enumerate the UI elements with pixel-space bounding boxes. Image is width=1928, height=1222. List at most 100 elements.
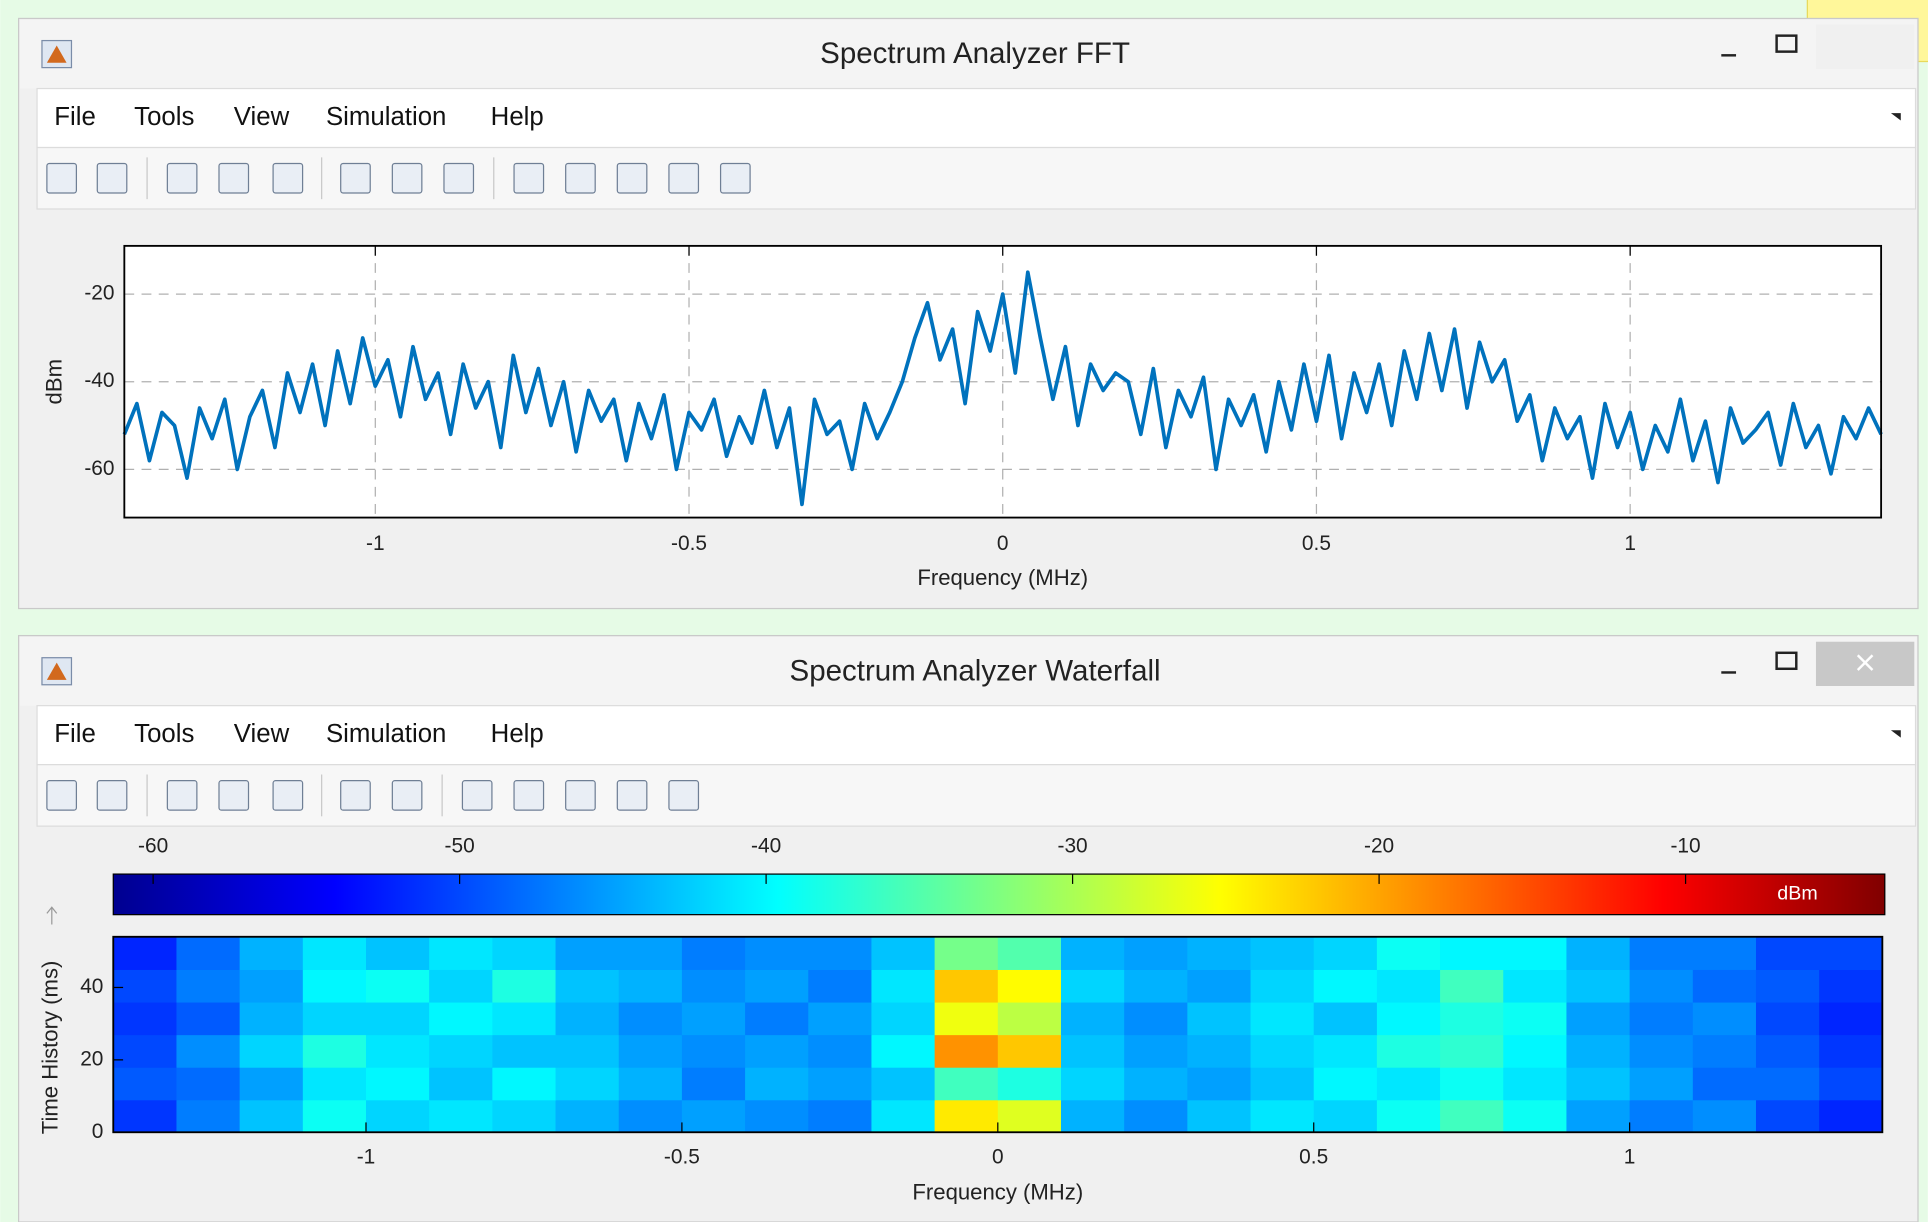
heatmap-cell — [113, 1099, 178, 1133]
axes-box — [123, 244, 1883, 519]
toolbar-button[interactable] — [218, 162, 250, 194]
maximize-button[interactable] — [1775, 34, 1798, 53]
menu-item[interactable]: Help — [491, 720, 544, 748]
heatmap-cell — [113, 1001, 178, 1036]
heatmap-cell — [808, 1099, 873, 1133]
toolbar-button[interactable] — [668, 162, 700, 194]
toolbar-button[interactable] — [513, 162, 545, 194]
y-tick-label: -40 — [84, 369, 114, 392]
spectrum-line — [122, 270, 1883, 507]
menu-item[interactable]: Tools — [134, 720, 194, 748]
heatmap-cell — [1503, 1099, 1568, 1133]
toolbar-button[interactable] — [96, 780, 128, 811]
heatmap-cell — [1313, 1001, 1378, 1036]
heatmap-cell — [113, 1067, 178, 1101]
heatmap-cell — [1440, 936, 1504, 970]
menu-bar — [36, 87, 1917, 149]
toolbar-button[interactable] — [272, 162, 304, 194]
heatmap-cell — [1250, 969, 1315, 1003]
toolbar-button[interactable] — [391, 780, 423, 811]
heatmap-cell — [934, 936, 999, 970]
heatmap-cell — [1566, 1067, 1631, 1101]
toolbar-button[interactable] — [443, 162, 475, 194]
toolbar-button[interactable] — [340, 780, 371, 811]
heatmap-cell — [618, 1034, 683, 1068]
menu-item[interactable]: Simulation — [326, 103, 446, 131]
menu-item[interactable]: File — [54, 103, 96, 131]
colorbar-tick-label: -60 — [138, 835, 168, 858]
menu-item[interactable]: Tools — [134, 103, 194, 131]
toolbar-button[interactable] — [513, 780, 545, 811]
heatmap-cell — [808, 969, 873, 1003]
menu-item[interactable]: Help — [491, 103, 544, 131]
heatmap-cell — [1060, 1034, 1125, 1068]
toolbar-button[interactable] — [46, 780, 78, 811]
toolbar-button[interactable] — [166, 162, 198, 194]
heatmap-cell — [808, 1034, 873, 1068]
window: Spectrum Analyzer Waterfall File Tools View… — [17, 634, 1919, 1222]
heatmap-cell — [618, 1099, 683, 1133]
heatmap-cell — [1566, 1034, 1631, 1068]
heatmap-cell — [1503, 969, 1568, 1003]
heatmap-cell — [1566, 1001, 1631, 1036]
toolbar-button[interactable] — [565, 780, 596, 811]
heatmap-cell — [429, 1034, 493, 1068]
maximize-button[interactable] — [1775, 651, 1798, 671]
toolbar-button[interactable] — [668, 780, 700, 811]
toolbar-button[interactable] — [461, 780, 493, 811]
minimize-button[interactable] — [1707, 648, 1756, 692]
toolbar-button[interactable] — [616, 162, 648, 194]
heatmap-cell — [1566, 1099, 1631, 1133]
heatmap-cell — [1503, 1034, 1568, 1068]
heatmap-cell — [239, 1001, 304, 1036]
window-title: Spectrum Analyzer FFT — [820, 37, 1130, 70]
heatmap-cell — [429, 1099, 493, 1133]
heatmap-cell — [1376, 969, 1441, 1003]
heatmap-cell — [1250, 1034, 1315, 1068]
menu-overflow — [1890, 113, 1901, 121]
y-tick-label: 20 — [80, 1047, 103, 1070]
toolbar-button[interactable] — [340, 162, 371, 194]
heatmap-cell — [365, 1034, 430, 1068]
heatmap-cell — [1819, 969, 1883, 1003]
heatmap-cell — [555, 969, 620, 1003]
heatmap-cell — [1755, 1099, 1820, 1133]
heatmap-cell — [1124, 936, 1188, 970]
y-axis-label: dBm — [41, 359, 66, 404]
x-tick-label: -1 — [357, 1146, 376, 1169]
menu-item[interactable]: View — [234, 103, 290, 131]
close-button[interactable] — [1815, 24, 1915, 69]
heatmap-cell — [1376, 1034, 1441, 1068]
heatmap-cell — [555, 1067, 620, 1101]
heatmap-cell — [1376, 936, 1441, 970]
heatmap-cell — [113, 969, 178, 1003]
toolbar-button[interactable] — [565, 162, 596, 194]
toolbar-button[interactable] — [391, 162, 423, 194]
toolbar-button[interactable] — [166, 780, 198, 811]
heatmap-cell — [1060, 1099, 1125, 1133]
minimize-button[interactable] — [1707, 31, 1756, 75]
heatmap-cell — [618, 1001, 683, 1036]
menu-item[interactable]: Simulation — [326, 720, 446, 748]
heatmap-cell — [492, 1067, 557, 1101]
heatmap-cell — [745, 1067, 809, 1101]
toolbar — [36, 764, 1917, 827]
heatmap-cell — [1124, 1099, 1188, 1133]
heatmap-cell — [429, 1001, 493, 1036]
toolbar-button[interactable] — [616, 780, 648, 811]
heatmap-cell — [1124, 1001, 1188, 1036]
menu-item[interactable]: View — [234, 720, 290, 748]
toolbar-button[interactable] — [719, 162, 751, 194]
heatmap-cell — [176, 1067, 241, 1101]
heatmap-cell — [555, 1099, 620, 1133]
heatmap-cell — [997, 1099, 1062, 1133]
toolbar-button[interactable] — [96, 162, 128, 194]
toolbar-button[interactable] — [272, 780, 304, 811]
heatmap-cell — [1692, 936, 1757, 970]
menu-item[interactable]: File — [54, 720, 96, 748]
heatmap-cell — [492, 1099, 557, 1133]
toolbar-button[interactable] — [46, 162, 78, 194]
heatmap-cell — [1440, 1099, 1504, 1133]
toolbar-button[interactable] — [218, 780, 250, 811]
